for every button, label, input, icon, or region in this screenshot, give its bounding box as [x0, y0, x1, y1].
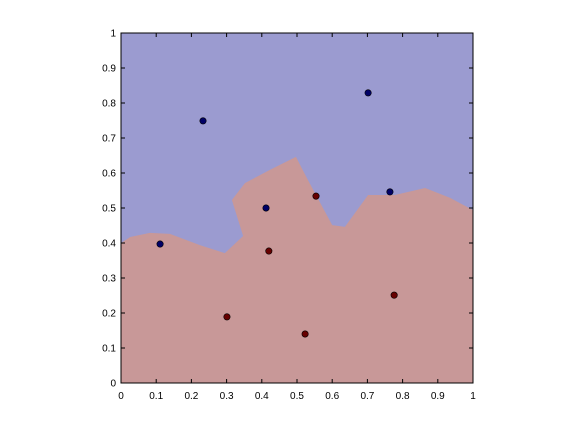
x-tick-label: 0 — [118, 391, 124, 402]
y-tick-label: 0.6 — [102, 169, 116, 180]
point — [265, 247, 273, 255]
point — [301, 330, 309, 338]
point — [223, 313, 231, 321]
region-below — [121, 156, 473, 383]
y-tick-label: 0.9 — [102, 64, 116, 75]
y-tick-label: 1 — [110, 29, 116, 40]
y-tick-label: 0.5 — [102, 204, 116, 215]
point — [364, 89, 372, 97]
x-tick-label: 0.6 — [325, 391, 339, 402]
x-tick-label: 1 — [470, 391, 476, 402]
y-tick-label: 0.1 — [102, 344, 116, 355]
x-tick-label: 0.9 — [431, 391, 445, 402]
y-tick-label: 0.8 — [102, 99, 116, 110]
x-tick-label: 0.1 — [149, 391, 163, 402]
x-tick-label: 0.8 — [396, 391, 410, 402]
y-tick-label: 0 — [110, 379, 116, 390]
x-tick-label: 0.5 — [290, 391, 304, 402]
x-tick-label: 0.2 — [184, 391, 198, 402]
x-tick-label: 0.3 — [220, 391, 234, 402]
y-tick-label: 0.2 — [102, 309, 116, 320]
x-tick-label: 0.7 — [360, 391, 374, 402]
point — [262, 204, 270, 212]
y-tick-label: 0.7 — [102, 134, 116, 145]
point — [156, 240, 164, 248]
x-tick-label: 0.4 — [255, 391, 269, 402]
y-tick-label: 0.4 — [102, 239, 116, 250]
point — [386, 188, 394, 196]
point — [312, 192, 320, 200]
point — [199, 117, 207, 125]
y-tick-label: 0.3 — [102, 274, 116, 285]
point — [390, 291, 398, 299]
